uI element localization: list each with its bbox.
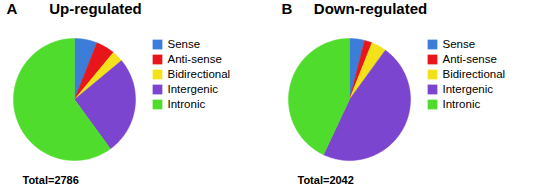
svg-text:Bidirectional: Bidirectional (168, 68, 231, 80)
svg-text:Bidirectional: Bidirectional (443, 68, 506, 80)
svg-text:Total=2042: Total=2042 (298, 174, 354, 186)
svg-text:B: B (282, 0, 293, 17)
svg-text:Up-regulated: Up-regulated (49, 0, 142, 17)
svg-text:Sense: Sense (168, 38, 201, 50)
svg-text:Down-regulated: Down-regulated (314, 0, 427, 17)
svg-text:Intergenic: Intergenic (443, 83, 494, 95)
svg-text:Intronic: Intronic (168, 98, 206, 110)
svg-text:Anti-sense: Anti-sense (168, 53, 222, 65)
svg-text:A: A (7, 0, 18, 17)
svg-text:Sense: Sense (443, 38, 476, 50)
svg-text:Total=2786: Total=2786 (23, 174, 79, 186)
svg-text:Anti-sense: Anti-sense (443, 53, 497, 65)
svg-text:Intergenic: Intergenic (168, 83, 219, 95)
svg-text:Intronic: Intronic (443, 98, 481, 110)
